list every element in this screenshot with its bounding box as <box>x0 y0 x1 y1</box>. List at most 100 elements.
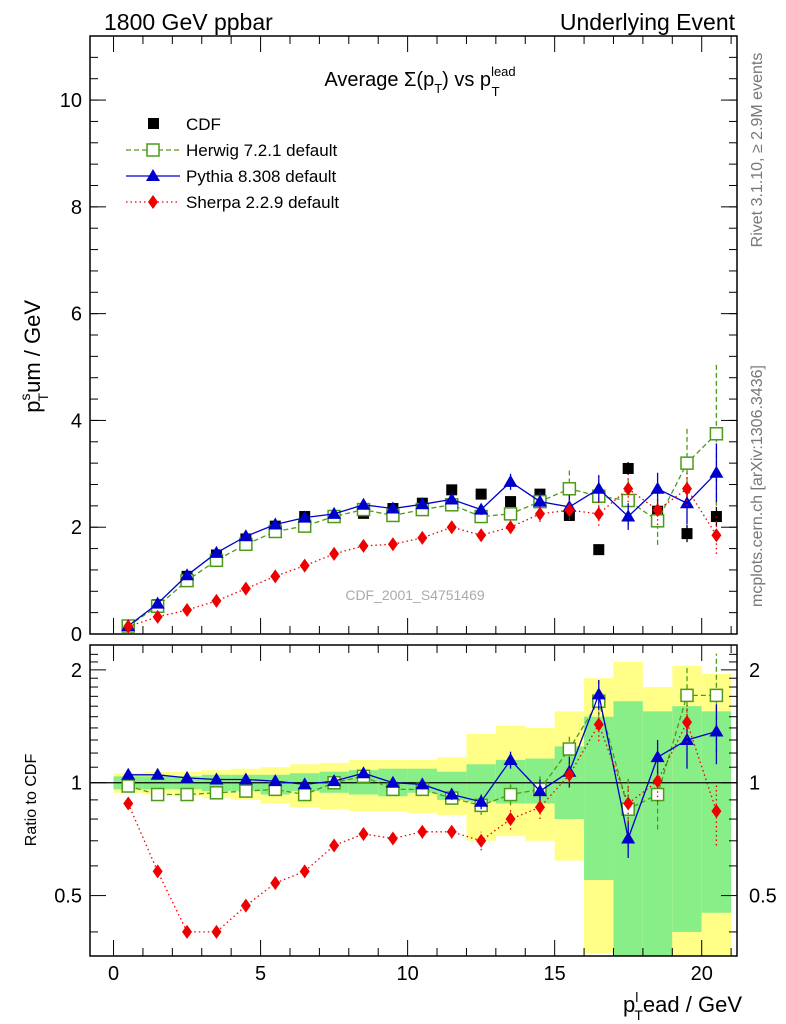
data-point <box>680 688 694 703</box>
data-point <box>505 812 516 827</box>
data-point <box>623 481 634 496</box>
legend-marker-sherpa <box>148 195 158 209</box>
legend-marker-pythia <box>146 169 160 181</box>
main-series-layer <box>121 361 724 634</box>
data-point <box>180 770 195 783</box>
data-point <box>593 544 605 556</box>
data-point <box>150 767 165 780</box>
ylabel-rest: um / GeV <box>20 300 45 393</box>
y-tick-label: 4 <box>71 410 82 432</box>
legend-entry-sherpa: Sherpa 2.2.9 default <box>126 193 339 212</box>
data-point <box>650 481 665 494</box>
data-point <box>238 772 253 785</box>
data-point <box>417 530 428 545</box>
data-point <box>358 538 369 553</box>
ratio-yticks: 0.5 0.5 1 1 2 2 <box>54 653 777 933</box>
data-point <box>268 517 283 530</box>
data-point <box>680 496 695 509</box>
x-tick-label: 0 <box>108 963 119 985</box>
data-point <box>650 787 665 802</box>
data-point <box>299 864 310 879</box>
data-point <box>358 826 369 841</box>
x-tick-label: 5 <box>255 963 266 985</box>
main-xticks <box>113 36 732 634</box>
legend-label-cdf: CDF <box>186 115 221 134</box>
legend-marker-cdf <box>148 118 159 129</box>
data-point <box>532 784 547 797</box>
data-point <box>503 474 518 487</box>
data-point <box>709 465 724 478</box>
y-tick-label: 8 <box>71 197 82 219</box>
data-point <box>475 488 487 500</box>
y-tick-label: 0.5 <box>54 886 82 908</box>
data-point <box>444 787 459 800</box>
data-point <box>680 733 695 746</box>
main-ylabel: ps Tum / GeV <box>17 300 51 413</box>
data-point <box>534 506 545 521</box>
xlabel-main: p <box>623 992 635 1017</box>
data-point <box>238 529 253 542</box>
data-point <box>299 558 310 573</box>
data-point <box>270 876 281 891</box>
data-point <box>123 796 134 811</box>
data-point <box>356 766 371 779</box>
data-point <box>239 784 253 798</box>
data-point <box>387 831 398 846</box>
data-point <box>709 427 724 441</box>
ratio-xticks: 0 5 10 15 20 <box>108 645 732 985</box>
data-point <box>650 750 665 763</box>
data-point <box>123 619 134 634</box>
data-point <box>211 593 222 608</box>
data-point <box>152 864 163 879</box>
data-point <box>681 528 693 540</box>
main-yticks: 0 2 4 6 8 10 <box>60 35 737 646</box>
data-point <box>180 787 194 802</box>
data-point <box>209 786 224 800</box>
series-line-herwig-7-2-1-default <box>127 433 717 627</box>
xlabel-sup: l <box>635 989 638 1005</box>
series-pythia-8-308-default <box>121 679 724 858</box>
ratio-series-layer <box>121 653 724 939</box>
y-tick-label: 6 <box>71 304 82 326</box>
data-point <box>711 528 722 543</box>
data-point <box>591 481 606 494</box>
data-point <box>709 724 724 737</box>
data-point <box>240 898 251 913</box>
data-point <box>297 787 312 802</box>
data-point <box>503 752 518 765</box>
watermark: CDF_2001_S4751469 <box>345 587 485 603</box>
data-point <box>297 777 312 790</box>
legend-label-pythia: Pythia 8.308 default <box>186 167 337 186</box>
legend-marker-herwig <box>146 143 160 157</box>
data-point <box>329 838 340 853</box>
ylabel-main: p <box>20 400 45 412</box>
data-point <box>621 509 636 522</box>
data-point <box>505 520 516 535</box>
y-tick-label: 2 <box>71 660 82 682</box>
title-part-1: Average Σ(p <box>324 69 434 91</box>
data-point <box>180 568 195 581</box>
mcplots-label: mcplots.cern.ch [arXiv:1306.3436] <box>749 365 766 607</box>
data-point <box>329 546 340 561</box>
data-point <box>711 804 722 819</box>
series-sherpa-2-2-9-default <box>123 471 722 634</box>
y-tick-label-right: 2 <box>749 660 760 682</box>
x-tick-label: 20 <box>691 963 713 985</box>
data-point <box>503 507 518 521</box>
data-point <box>562 742 577 756</box>
data-point <box>415 777 430 790</box>
data-point <box>564 767 575 782</box>
legend-entry-cdf: CDF <box>148 115 221 134</box>
y-tick-label-right: 1 <box>749 773 760 795</box>
data-point <box>652 503 663 518</box>
data-point <box>593 506 604 521</box>
ylabel-sup: s <box>17 393 33 400</box>
ratio-xlabel: pl Tead / GeV <box>623 989 742 1023</box>
data-point <box>680 456 694 470</box>
data-point <box>591 687 606 700</box>
data-point <box>532 494 547 507</box>
data-point <box>387 537 398 552</box>
data-point <box>417 824 428 839</box>
